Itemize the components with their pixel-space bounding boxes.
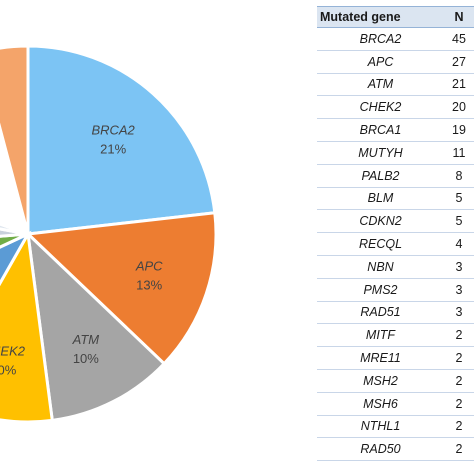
slice-percent-label: 21% <box>100 142 126 157</box>
table-row: NTHL1 2 <box>317 416 474 439</box>
slice-percent-label: 10% <box>0 362 17 377</box>
gene-cell: MITF <box>365 328 396 343</box>
slice-label: APC <box>135 259 163 274</box>
pie-slice-mutyh <box>0 232 29 249</box>
count-cell: 3 <box>455 305 463 320</box>
count-cell: 2 <box>455 396 463 411</box>
table-row: MRE11 2 <box>317 347 474 370</box>
count-cell: 45 <box>452 31 466 46</box>
count-cell: 2 <box>455 351 463 366</box>
pie-slice-atm <box>25 229 167 423</box>
table-row: APC 27 <box>317 51 474 74</box>
table-row: PMS2 3 <box>317 279 474 302</box>
gene-cell: NBN <box>367 259 394 274</box>
table-row: BRCA2 45 <box>317 28 474 51</box>
gene-cell: RAD50 <box>360 442 401 457</box>
slice-percent-label: 10% <box>73 351 99 366</box>
count-cell: 21 <box>452 77 466 92</box>
table-row: RAD51 3 <box>317 302 474 325</box>
count-cell: 2 <box>455 419 463 434</box>
table-row: BRCA1 19 <box>317 119 474 142</box>
gene-cell: MSH2 <box>363 373 398 388</box>
pie-chart-svg: BRCA2 21% APC 13% ATM 10% CHEK2 10% <box>0 44 218 424</box>
gene-cell: CDKN2 <box>359 214 402 229</box>
table-row: RAD50 2 <box>317 438 474 462</box>
gene-cell: CHEK2 <box>359 100 402 115</box>
gene-cell: APC <box>367 54 394 69</box>
table-row: MITF 2 <box>317 324 474 348</box>
count-cell: 19 <box>452 123 466 138</box>
pie-slice-chek2 <box>0 229 54 424</box>
table-row: CHEK2 20 <box>317 96 474 120</box>
table-header: Mutated gene N <box>317 6 474 28</box>
table-row: NBN 3 <box>317 256 474 279</box>
mutated-gene-table: Mutated gene N BRCA2 45 APC 27 ATM 21 CHEK2 20 B… <box>317 6 474 462</box>
gene-cell: PALB2 <box>361 168 400 183</box>
header-gene: Mutated gene <box>320 10 401 24</box>
slice-label: ATM <box>72 332 100 347</box>
gene-cell: RECQL <box>358 237 403 252</box>
count-cell: 3 <box>455 282 463 297</box>
table-row: RECQL 4 <box>317 233 474 256</box>
gene-cell: BRCA2 <box>359 31 402 46</box>
gene-cell: MUTYH <box>358 145 403 160</box>
count-cell: 11 <box>452 145 466 160</box>
slice-percent-label: 13% <box>136 278 162 293</box>
pie-slice-other <box>0 44 30 235</box>
count-cell: 2 <box>455 373 463 388</box>
gene-cell: ATM <box>367 77 394 92</box>
count-cell: 27 <box>452 54 466 69</box>
pie-slice-brca1 <box>0 230 32 287</box>
pie-slice-brca2 <box>26 44 217 236</box>
table-row: BLM 5 <box>317 188 474 211</box>
count-cell: 5 <box>455 214 463 229</box>
count-cell: 20 <box>452 100 466 115</box>
slice-label: CHEK2 <box>0 343 26 358</box>
count-cell: 5 <box>455 191 463 206</box>
count-cell: 8 <box>455 168 463 183</box>
gene-cell: RAD51 <box>360 305 401 320</box>
gene-cell: NTHL1 <box>360 419 401 434</box>
gene-cell: MSH6 <box>363 396 398 411</box>
slice-label: BRCA2 <box>91 123 135 138</box>
gene-cell: PMS2 <box>363 282 398 297</box>
table-body: BRCA2 45 APC 27 ATM 21 CHEK2 20 BRCA1 19 MUTYH 11 PA… <box>317 28 474 462</box>
gene-cell: BRCA1 <box>359 123 402 138</box>
table-row: ATM 21 <box>317 74 474 97</box>
count-cell: 2 <box>455 328 463 343</box>
count-cell: 3 <box>455 259 463 274</box>
count-cell: 4 <box>455 237 463 252</box>
table-row: CDKN2 5 <box>317 210 474 234</box>
pie-slice-apc <box>24 211 218 366</box>
header-n: N <box>454 10 464 24</box>
table-row: MSH2 2 <box>317 370 474 393</box>
pie-chart: BRCA2 21% APC 13% ATM 10% CHEK2 10% <box>0 44 218 424</box>
count-cell: 2 <box>455 442 463 457</box>
table-row: PALB2 8 <box>317 165 474 188</box>
gene-cell: BLM <box>367 191 394 206</box>
gene-cell: MRE11 <box>360 351 401 366</box>
table-row: MSH6 2 <box>317 393 474 416</box>
table-row: MUTYH 11 <box>317 142 474 165</box>
